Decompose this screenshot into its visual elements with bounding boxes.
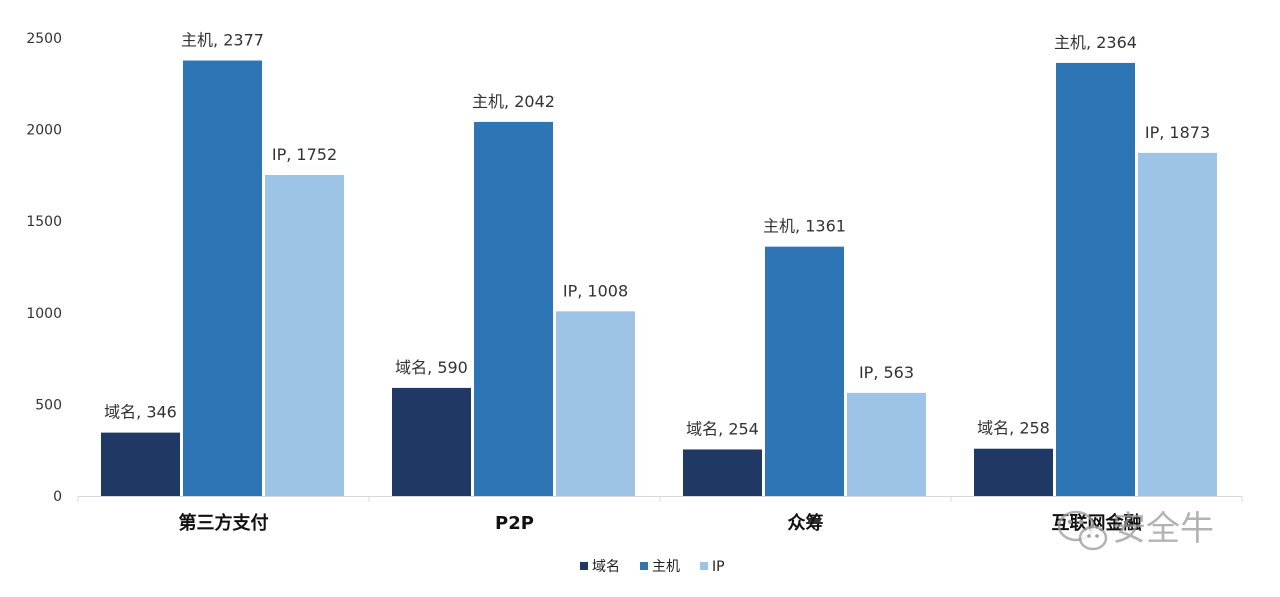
bar <box>683 449 762 496</box>
data-label: 主机, 1361 <box>763 217 846 236</box>
legend-swatch <box>700 562 708 570</box>
data-label: IP, 1752 <box>272 145 337 164</box>
y-axis-ticks: 0 500 1000 1500 2000 2500 <box>26 31 62 505</box>
x-tick-label: 第三方支付 <box>179 512 269 534</box>
bar <box>101 432 180 496</box>
x-tick-label: 众筹 <box>788 512 824 534</box>
bar <box>556 311 635 496</box>
x-tick-label: P2P <box>495 513 534 534</box>
bar <box>1138 152 1217 496</box>
bar <box>765 246 844 496</box>
legend-label: 域名 <box>592 559 620 575</box>
data-label: 主机, 2377 <box>181 31 264 50</box>
y-tick-label: 2500 <box>26 31 62 47</box>
data-label: 域名, 346 <box>104 403 177 422</box>
watermark-text: 安全牛 <box>1112 509 1214 549</box>
legend-label: 主机 <box>652 559 680 575</box>
data-labels: 域名, 346 主机, 2377 IP, 1752 域名, 590 主机, 2042 IP… <box>104 31 1210 439</box>
data-label: IP, 1873 <box>1145 123 1210 142</box>
data-label: 域名, 590 <box>395 358 468 377</box>
legend-swatch <box>580 562 588 570</box>
x-axis-ticks: 第三方支付 P2P 众筹 互联网金融 <box>77 496 1243 534</box>
bar <box>265 175 344 496</box>
wechat-icon <box>1057 510 1108 551</box>
legend-label: IP <box>712 559 725 575</box>
data-label: 主机, 2364 <box>1054 33 1137 52</box>
bars <box>101 60 1217 497</box>
data-label: 域名, 254 <box>686 419 759 438</box>
data-label: 域名, 258 <box>977 419 1050 438</box>
data-label: 主机, 2042 <box>472 92 555 111</box>
y-tick-label: 500 <box>35 397 62 413</box>
y-tick-label: 0 <box>53 489 62 505</box>
x-tick-label: 互联网金融 <box>1052 512 1142 534</box>
bar <box>974 448 1053 496</box>
legend: 域名 主机 IP <box>580 559 725 575</box>
y-tick-label: 2000 <box>26 123 62 139</box>
data-label: IP, 563 <box>859 363 914 382</box>
data-label: IP, 1008 <box>563 281 628 300</box>
y-tick-label: 1000 <box>26 306 62 322</box>
watermark: 安全牛 <box>1057 509 1214 551</box>
bar <box>392 387 471 496</box>
bar <box>474 121 553 496</box>
y-tick-label: 1500 <box>26 214 62 230</box>
bar <box>183 60 262 496</box>
bar <box>1056 62 1135 497</box>
bar <box>847 392 926 496</box>
legend-swatch <box>640 562 648 570</box>
